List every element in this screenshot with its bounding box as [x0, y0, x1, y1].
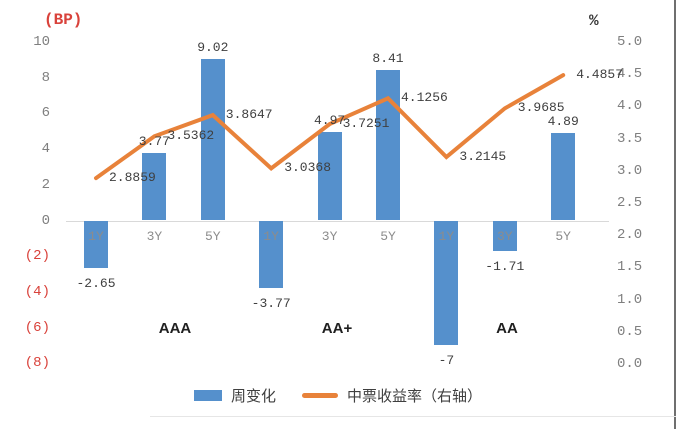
bar [259, 220, 284, 288]
left-axis-tick: 4 [41, 141, 50, 158]
left-axis-tick: 2 [41, 176, 50, 193]
legend-label-yield: 中票收益率（右轴） [347, 388, 483, 405]
left-axis-tick: 8 [41, 69, 50, 86]
right-axis-tick: 4.0 [617, 98, 643, 115]
x-axis-zero-line [66, 221, 609, 222]
right-axis-title: % [589, 12, 599, 30]
bar [492, 220, 517, 252]
right-axis-tick: 2.5 [617, 195, 643, 211]
line-series-swatch [302, 393, 338, 398]
right-axis-tick: 0.0 [617, 356, 643, 372]
left-axis-tick: (6) [24, 319, 50, 336]
bar [434, 220, 459, 346]
right-axis-tick: 5.0 [617, 34, 643, 50]
legend-label-weekly-change: 周变化 [230, 388, 276, 405]
right-axis-tick: 0.5 [617, 323, 643, 340]
left-axis-tick: 10 [33, 34, 50, 50]
bar [200, 59, 225, 221]
left-axis-tick: (2) [24, 248, 50, 265]
yield-line [94, 73, 566, 181]
right-axis-tick: 2.0 [617, 227, 643, 244]
left-axis-title: (BP) [44, 11, 83, 29]
right-axis-tick: 3.0 [617, 162, 643, 179]
image-right-border [674, 0, 676, 429]
bar-series-swatch [193, 390, 222, 401]
left-axis-tick: (8) [24, 355, 50, 372]
bar [84, 220, 108, 268]
bar [376, 70, 400, 221]
bar [142, 153, 167, 221]
left-axis-tick: (4) [24, 283, 50, 300]
legend-item-weekly-change: 周变化 [193, 385, 276, 406]
right-axis-tick: 1.5 [617, 259, 643, 276]
bar [317, 131, 342, 221]
right-axis-tick: 4.5 [617, 66, 643, 83]
left-axis-tick: 0 [41, 212, 50, 229]
legend-item-yield: 中票收益率（右轴） [302, 385, 482, 406]
right-axis-tick: 1.0 [617, 291, 643, 308]
right-axis-tick: 3.5 [617, 130, 643, 147]
left-axis-tick: 6 [41, 105, 50, 122]
legend: 周变化 中票收益率（右轴） [0, 385, 676, 406]
image-bottom-border [150, 416, 676, 417]
bar [551, 133, 576, 221]
